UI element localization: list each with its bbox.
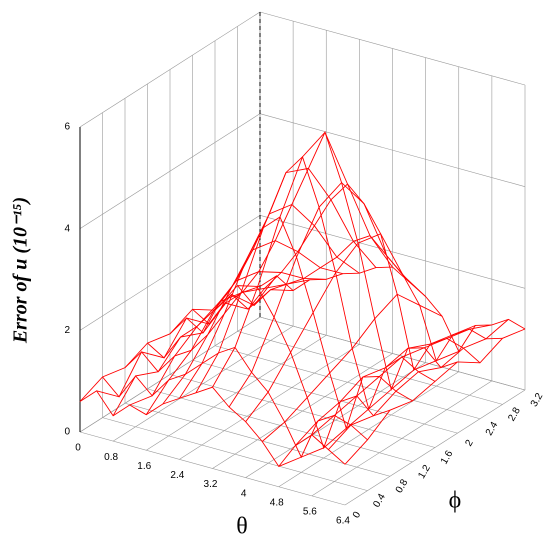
z-tick-label: 4 [64, 223, 70, 234]
surface-line [228, 181, 410, 408]
surface-line [145, 271, 327, 415]
surface-line [79, 285, 261, 402]
grid-line [79, 11, 261, 128]
grid-line [259, 215, 526, 289]
surface-line [311, 324, 492, 436]
y-tick-label: 1.2 [416, 463, 433, 481]
y-tick-label: 3.2 [529, 391, 546, 409]
x-tick-label: 0.8 [104, 452, 118, 463]
x-tick-label: 2.4 [170, 470, 184, 481]
y-tick-label: 0 [351, 510, 364, 521]
x-tick-label: 0 [75, 443, 81, 454]
y-tick-label: 0.4 [371, 492, 388, 510]
surface-line [102, 346, 368, 459]
y-axis-title: ϕ [449, 488, 462, 514]
surface-line [245, 233, 426, 422]
z-tick-label: 2 [64, 325, 70, 336]
grid-line [79, 215, 261, 331]
y-tick-label: 0.8 [394, 477, 411, 495]
z-tick-label: 6 [64, 122, 70, 133]
grid-line [259, 113, 526, 187]
surface-line [328, 319, 509, 450]
grid-line [259, 11, 526, 86]
z-tick-label: 0 [64, 427, 70, 438]
surface-line [169, 156, 436, 411]
surface-line [212, 131, 393, 388]
surface-line [344, 328, 526, 465]
grid-line [79, 316, 261, 433]
surface-line [96, 275, 277, 398]
x-tick-label: 5.6 [303, 507, 317, 518]
surface-line [294, 325, 476, 446]
grid-line [169, 374, 436, 448]
grid-line [237, 331, 503, 405]
surface-line [178, 203, 360, 399]
x-tick-label: 3.2 [204, 479, 218, 490]
y-tick-label: 2.8 [506, 405, 523, 423]
y-tick-label: 2.4 [484, 420, 501, 438]
surface-line [124, 286, 391, 450]
grid-line [102, 417, 368, 491]
x-tick-label: 1.6 [137, 461, 151, 472]
grid-line [124, 402, 391, 477]
x-axis-title: θ [236, 514, 248, 540]
surface-line [162, 240, 343, 405]
surface-line [112, 289, 294, 416]
surface-line [261, 293, 443, 442]
grid-line [147, 388, 413, 463]
x-tick-label: 4 [241, 488, 247, 499]
x-tick-label: 4.8 [270, 497, 284, 508]
z-axis-title: Error of u (10⁻¹⁵) [10, 197, 32, 344]
surface-line [195, 167, 377, 393]
grid-line [79, 431, 346, 506]
surface-line [278, 351, 459, 467]
x-tick-label: 6.4 [336, 516, 350, 527]
grid-line [192, 359, 458, 434]
y-tick-label: 1.6 [439, 448, 456, 466]
y-tick-label: 2 [463, 438, 476, 449]
surface-line [129, 279, 310, 406]
grid-line [79, 113, 261, 229]
grid-line [214, 345, 481, 420]
